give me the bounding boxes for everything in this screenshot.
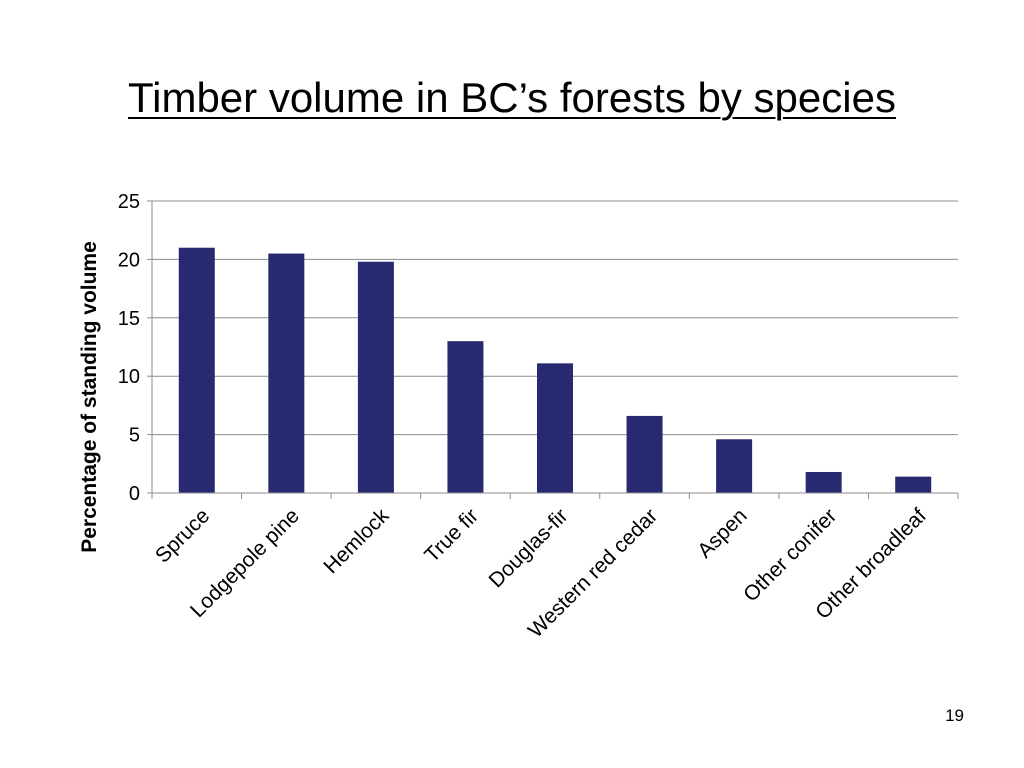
bar-aspen [716, 439, 753, 493]
x-tick-label: Douglas-fir [484, 504, 572, 592]
y-tick-label: 15 [118, 308, 140, 330]
y-tick-label: 25 [118, 191, 140, 213]
bar-true-fir [447, 341, 484, 493]
bar-other-conifer [805, 471, 842, 493]
slide-title: Timber volume in BC’s forests by species [128, 74, 896, 121]
bar-spruce [178, 247, 215, 493]
y-axis-label: Percentage of standing volume [78, 241, 101, 553]
bar-western-red-cedar [626, 415, 663, 493]
bar-douglas-fir [537, 363, 573, 493]
x-tick-label: Aspen [693, 504, 751, 562]
y-tick-labels: 0 5 10 15 20 25 [118, 191, 140, 505]
axes [151, 201, 959, 499]
x-tick-label: Other conifer [739, 504, 841, 606]
x-tick-label: Hemlock [319, 504, 393, 578]
x-tick-label: True fir [420, 504, 483, 567]
bar-lodgepole-pine [268, 253, 305, 493]
x-tick-label: Spruce [151, 504, 214, 567]
bar-hemlock [357, 261, 394, 493]
bars [178, 247, 932, 493]
y-tick-label: 5 [129, 425, 140, 447]
y-tick-label: 20 [118, 249, 140, 271]
bar-other-broadleaf [895, 476, 932, 493]
y-tick-label: 0 [129, 483, 140, 505]
page-number: 19 [945, 706, 964, 725]
y-tick-label: 10 [118, 366, 140, 388]
